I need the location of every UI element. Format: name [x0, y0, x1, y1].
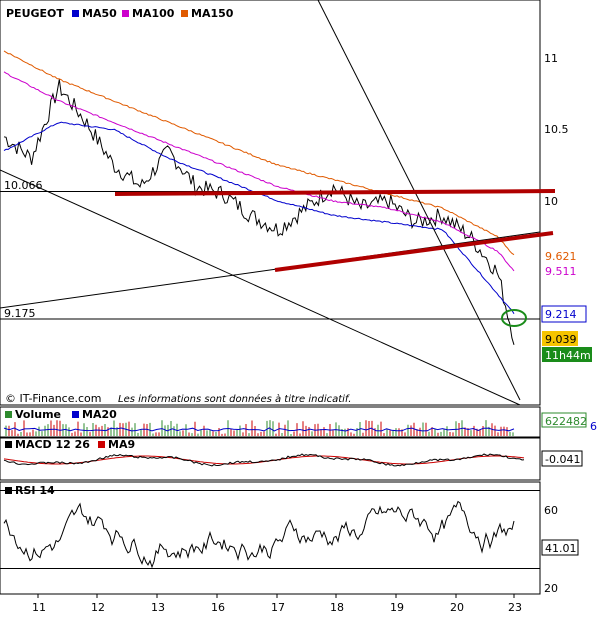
legend-ma20-swatch [72, 411, 79, 418]
price-series [3, 50, 515, 345]
y-tick-10: 10 [544, 195, 558, 208]
legend-ma100-swatch [122, 10, 129, 17]
highlight-circle [501, 309, 527, 327]
rsi-line [3, 500, 515, 569]
x-tick-label: 19 [390, 601, 404, 614]
x-tick-label: 13 [151, 601, 165, 614]
ma100-value: 9.511 [545, 265, 577, 278]
copyright: © IT-Finance.com [5, 392, 102, 405]
legend-peugeot: PEUGEOT [6, 7, 64, 20]
x-tick-label: 12 [91, 601, 105, 614]
price-annotations [0, 0, 556, 406]
rsi-tick-20: 20 [544, 582, 558, 595]
trend-line-steep [317, 0, 521, 401]
x-axis: 11 12 13 16 17 18 19 20 23 [0, 593, 540, 614]
y-tick-11: 11 [544, 52, 558, 65]
legend-ma50: MA50 [82, 7, 117, 20]
legend-ma100: MA100 [132, 7, 175, 20]
volume-panel: Volume MA20 622482 6 [0, 406, 597, 438]
legend-macd-swatch [5, 441, 12, 448]
series-peugeot [3, 79, 515, 345]
x-tick-label: 11 [32, 601, 46, 614]
price-value: 9.039 [545, 333, 577, 346]
legend-rsi: RSI 14 [15, 484, 55, 497]
volume-value: 622482 [545, 415, 587, 428]
volume-ma20 [3, 427, 515, 432]
series-ma100 [3, 71, 515, 272]
volume-value-box [541, 412, 587, 428]
rsi-panel: RSI 14 60 20 41.01 [0, 481, 579, 595]
macd-panel: MACD 12 26 MA9 -0.041 [0, 437, 583, 481]
legend-ma150: MA150 [191, 7, 234, 20]
legend-ma150-swatch [181, 10, 188, 17]
rsi-lines [0, 490, 540, 569]
ref-label-10066: 10.066 [4, 179, 43, 192]
macd-value: -0.041 [545, 453, 580, 466]
x-tick-label: 18 [330, 601, 344, 614]
legend-macd: MACD 12 26 [15, 438, 90, 451]
rsi-value: 41.01 [545, 542, 577, 555]
price-value-box [542, 331, 578, 346]
legend-volume-swatch [5, 411, 12, 418]
ma50-value-box [541, 305, 587, 323]
ma150-value-box [542, 249, 586, 263]
legend-ma9: MA9 [108, 438, 135, 451]
legend-rsi-swatch [5, 487, 12, 494]
legend-ma50-swatch [72, 10, 79, 17]
price-legend: PEUGEOT MA50 MA100 MA150 [6, 7, 234, 20]
rsi-value-box [541, 539, 579, 556]
rsi-panel-frame [0, 481, 541, 595]
resistance-line [114, 189, 556, 196]
disclaimer: Les informations sont données à titre in… [118, 393, 351, 405]
support-line [274, 231, 554, 272]
time-value: 11h44m [545, 349, 591, 362]
legend-ma20: MA20 [82, 408, 117, 421]
volume-side-label: 6 [590, 420, 597, 433]
time-box [542, 347, 592, 362]
macd-panel-frame [0, 437, 541, 481]
x-tick-label: 20 [450, 601, 464, 614]
ma50-value: 9.214 [545, 308, 577, 321]
y-tick-10-5: 10.5 [544, 123, 569, 136]
macd-value-box [541, 450, 583, 467]
volume-bars [3, 420, 515, 436]
legend-ma9-swatch [98, 441, 105, 448]
rsi-tick-60: 60 [544, 504, 558, 517]
ref-label-9175: 9.175 [4, 307, 36, 320]
x-tick-label: 16 [211, 601, 225, 614]
x-tick-label: 17 [271, 601, 285, 614]
series-ma150 [3, 50, 515, 256]
trend-line-lower [0, 169, 521, 406]
legend-volume: Volume [15, 408, 61, 421]
x-tick-label: 23 [508, 601, 522, 614]
price-panel-frame [0, 0, 541, 406]
macd-lines [3, 453, 525, 467]
ma150-value: 9.621 [545, 250, 577, 263]
price-panel: PEUGEOT MA50 MA100 MA150 11 10.5 10 10.0… [0, 0, 592, 406]
macd-line [3, 453, 525, 467]
trend-line-mid [0, 231, 541, 309]
